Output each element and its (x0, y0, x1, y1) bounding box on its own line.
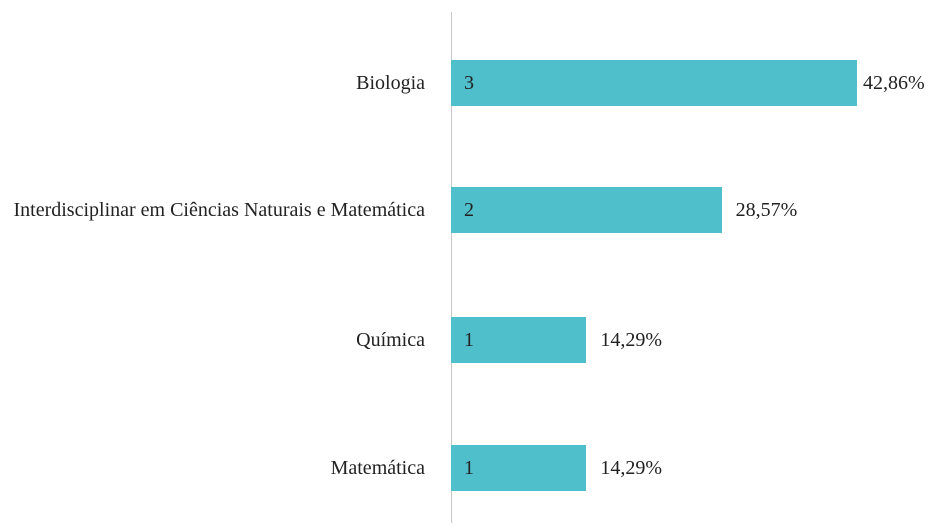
category-label: Interdisciplinar em Ciências Naturais e … (0, 180, 425, 240)
axis-line (451, 12, 452, 523)
value-label: 3 (464, 72, 474, 94)
share-label: 14,29% (600, 329, 662, 351)
category-label: Biologia (0, 53, 425, 113)
category-text: Biologia (356, 71, 425, 94)
value-label: 1 (464, 329, 474, 351)
bar (451, 445, 587, 491)
category-text: Interdisciplinar em Ciências Naturais e … (13, 198, 425, 221)
category-label: Matemática (0, 438, 425, 498)
value-label: 1 (464, 457, 474, 479)
share-label: 14,29% (600, 457, 662, 479)
category-label: Química (0, 310, 425, 370)
share-label: 28,57% (735, 199, 798, 221)
share-label: 42,86% (863, 72, 925, 94)
bar (451, 317, 587, 363)
bar (451, 187, 722, 233)
bar (451, 60, 857, 106)
category-text: Matemática (330, 456, 425, 479)
category-text: Química (356, 328, 425, 351)
value-label: 2 (464, 199, 474, 221)
